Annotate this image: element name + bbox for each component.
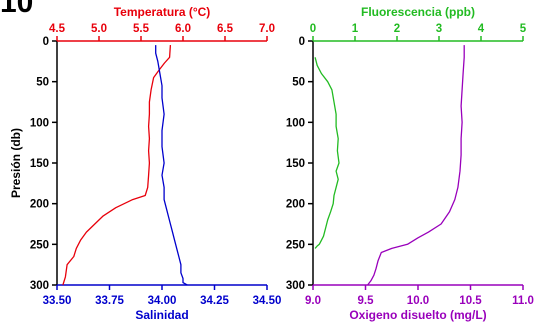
- bottom-tick-label: 9.0: [305, 295, 321, 307]
- series-line-1: [367, 45, 465, 286]
- top-tick-label: 5.0: [91, 23, 107, 35]
- y-tick-label: 150: [286, 158, 305, 170]
- y-tick-label: 300: [286, 280, 305, 292]
- top-tick-label: 5: [520, 23, 527, 35]
- bottom-tick-label: 34.00: [148, 295, 177, 307]
- bottom-axis-title: Oxigeno disuelto (mg/L): [349, 308, 486, 322]
- series-line-1: [155, 45, 188, 286]
- bottom-tick-label: 10.0: [407, 295, 429, 307]
- y-tick-label: 100: [286, 117, 305, 129]
- top-tick-label: 4.5: [49, 23, 66, 35]
- bottom-tick-label: 10.5: [459, 295, 482, 307]
- y-tick-label: 50: [292, 77, 305, 89]
- top-tick-label: 0: [310, 23, 316, 35]
- y-tick-label: 250: [30, 239, 49, 251]
- top-tick-label: 5.5: [133, 23, 150, 35]
- corner-label: 10: [0, 0, 34, 19]
- y-tick-label: 300: [30, 280, 49, 292]
- y-tick-label: 150: [30, 158, 49, 170]
- top-tick-label: 7.0: [259, 23, 275, 35]
- top-tick-label: 6.0: [175, 23, 191, 35]
- y-tick-label: 200: [30, 199, 49, 211]
- top-tick-label: 3: [436, 23, 442, 35]
- y-tick-label: 250: [286, 239, 305, 251]
- top-tick-label: 6.5: [217, 23, 234, 35]
- top-tick-label: 4: [478, 23, 485, 35]
- top-tick-label: 2: [394, 23, 400, 35]
- bottom-axis-title: Salinidad: [135, 308, 188, 322]
- series-line-0: [314, 57, 340, 249]
- bottom-tick-label: 34.25: [200, 295, 229, 307]
- y-tick-label: 0: [299, 36, 305, 48]
- top-tick-label: 1: [352, 23, 359, 35]
- bottom-tick-label: 11.0: [512, 295, 534, 307]
- y-tick-label: 100: [30, 117, 49, 129]
- y-tick-label: 50: [36, 77, 49, 89]
- top-axis-title: Fluorescencia (ppb): [361, 5, 475, 19]
- y-tick-label: 200: [286, 199, 305, 211]
- bottom-tick-label: 33.75: [95, 295, 124, 307]
- y-tick-label: 0: [43, 36, 49, 48]
- panel-temperature-salinity: 0 50 100 150 200 250 300 Presión (db) 4.5 5.0 5.5 6…: [9, 5, 281, 322]
- bottom-tick-label: 34.50: [253, 295, 282, 307]
- panel-fluorescence-oxygen: 0 50 100 150 200 250 300 0 1 2 3 4 5 Fluorescencia (p…: [286, 5, 534, 322]
- top-axis-title: Temperatura (°C): [114, 5, 211, 19]
- series-line-0: [62, 45, 172, 286]
- bottom-tick-label: 33.50: [43, 295, 72, 307]
- bottom-tick-label: 9.5: [358, 295, 375, 307]
- y-axis-title: Presión (db): [9, 128, 23, 198]
